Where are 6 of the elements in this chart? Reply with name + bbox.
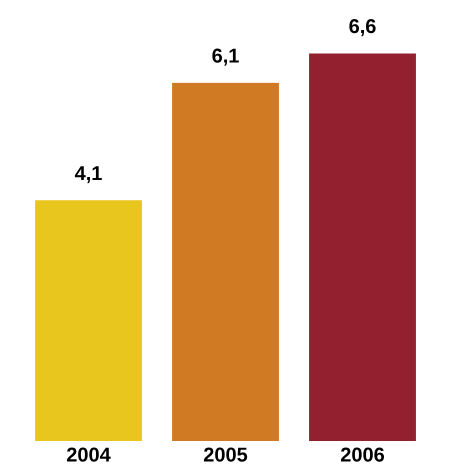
data-label: 4,1 [74,162,102,185]
data-label: 6,1 [212,45,240,68]
x-tick-label: 2006 [340,444,385,467]
data-label: 6,6 [348,16,376,38]
x-tick-label: 2005 [203,444,248,467]
x-tick-label: 2004 [66,444,112,467]
